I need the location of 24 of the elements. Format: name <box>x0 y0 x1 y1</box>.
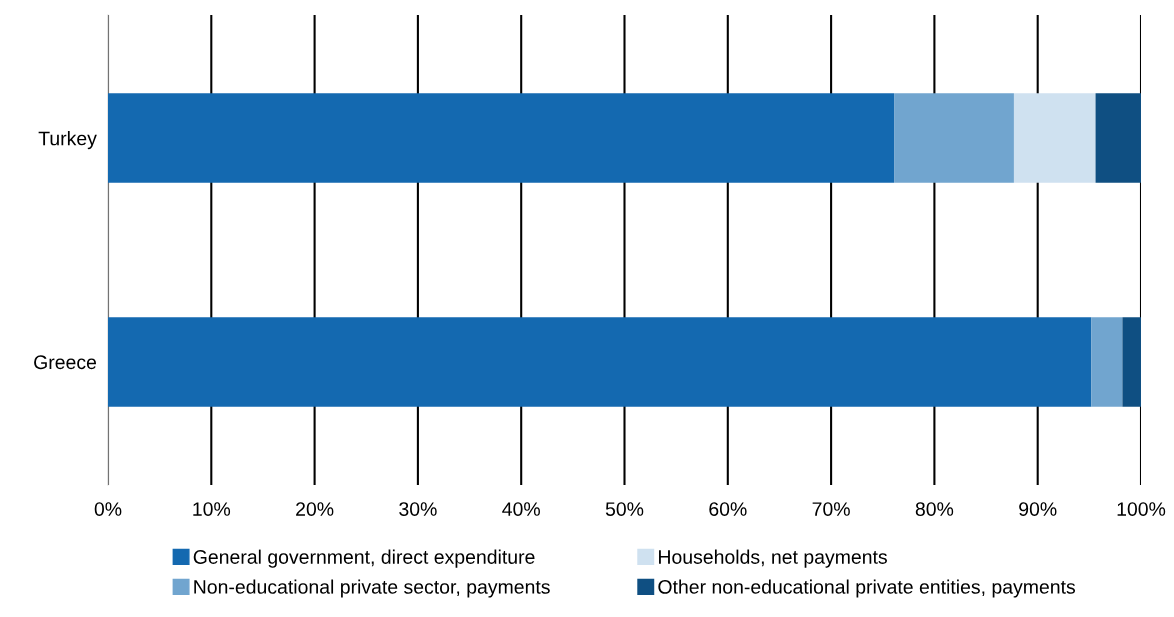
y-tick-label: Greece <box>34 355 97 370</box>
y-tick-label: Turkey <box>38 131 97 150</box>
x-tick-label: 40% <box>502 502 540 516</box>
x-tick-label: 0% <box>94 502 122 516</box>
x-tick-label: 100% <box>1117 502 1166 516</box>
x-tick-label: 10% <box>193 502 231 516</box>
bar <box>1091 317 1123 407</box>
x-tick-label: 30% <box>399 502 437 516</box>
legend-label: General government, direct expenditure <box>193 549 535 568</box>
x-tick-label: 70% <box>812 502 850 516</box>
bar <box>1095 93 1141 183</box>
bar <box>1122 317 1141 407</box>
x-tick-label: 60% <box>709 502 747 516</box>
bar <box>894 93 1014 183</box>
x-tick-label: 20% <box>296 502 334 516</box>
legend-label: Other non-educational private entities, payments <box>658 579 1076 598</box>
x-tick-label: 50% <box>605 502 644 516</box>
bar <box>108 93 895 183</box>
x-tick-label: 90% <box>1019 502 1057 516</box>
legend-label: Households, net payments <box>659 549 887 568</box>
bar <box>1013 93 1096 183</box>
bar <box>108 317 1092 407</box>
x-tick-label: 80% <box>915 502 954 516</box>
legend-label: Non-educational private sector, payments <box>194 579 550 598</box>
